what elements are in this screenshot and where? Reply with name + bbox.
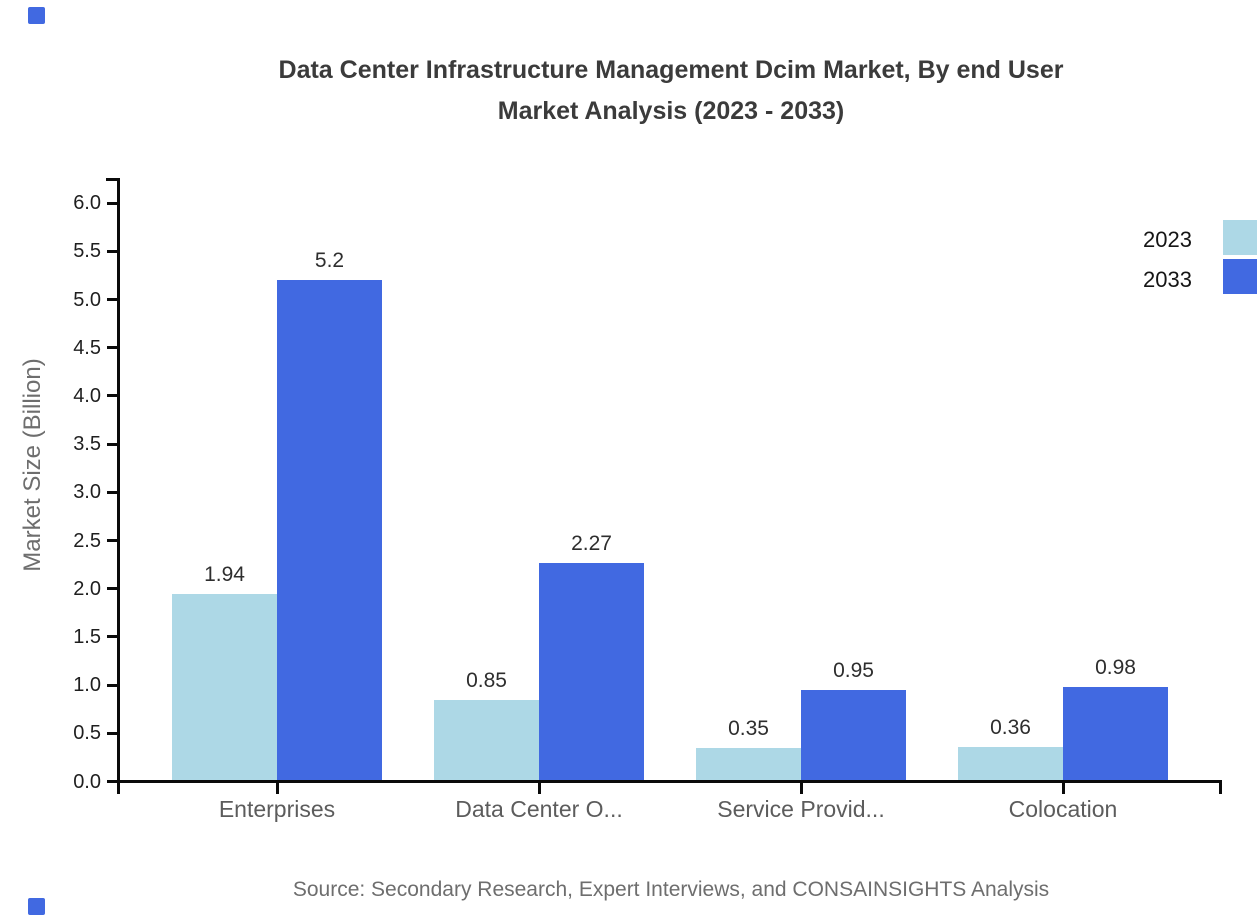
bar-2033-service-provid-: [801, 689, 906, 783]
bar-2033-enterprises: [277, 280, 382, 783]
value-label-2033-2: 0.95: [833, 658, 874, 682]
y-tick-6.0: [107, 201, 119, 205]
y-tick-4.5: [107, 346, 119, 350]
value-label-2023-0: 1.94: [204, 563, 245, 587]
y-tick-label-5.5: 5.5: [73, 240, 101, 263]
y-tick-label-0.0: 0.0: [73, 770, 101, 793]
chart-title-line2: Market Analysis (2023 - 2033): [497, 97, 845, 125]
source-note: Source: Secondary Research, Expert Inter…: [292, 878, 1050, 901]
x-axis-line: [117, 780, 1222, 783]
y-tick-label-0.5: 0.5: [73, 722, 101, 745]
value-label-2023-1: 0.85: [466, 668, 507, 692]
y-tick-label-3.0: 3.0: [73, 481, 101, 504]
x-tick-0: [275, 783, 279, 794]
y-tick-5.0: [107, 298, 119, 301]
legend-swatch-2023: [1223, 220, 1257, 255]
x-category-label-1: Data Center O...: [455, 796, 623, 822]
y-tick-label-2.0: 2.0: [73, 577, 101, 600]
bar-2033-data-center-o-: [539, 562, 644, 783]
legend-label-2033: 2033: [1143, 267, 1192, 292]
y-tick-1.0: [107, 683, 119, 687]
bar-2033-colocation: [1063, 687, 1168, 783]
x-tick-1: [537, 783, 541, 794]
x-tick-2: [799, 783, 803, 794]
y-tick-0.0: [107, 780, 119, 783]
y-tick-3.0: [107, 490, 119, 494]
value-label-2033-0: 5.2: [314, 249, 345, 273]
y-tick-label-6.0: 6.0: [73, 192, 101, 215]
y-tick-label-3.5: 3.5: [73, 433, 101, 456]
y-tick-2.5: [107, 539, 119, 542]
y-tick-label-1.5: 1.5: [73, 625, 101, 648]
chart-title-line1: Data Center Infrastructure Management Dc…: [278, 56, 1064, 84]
y-axis-top-cap: [106, 177, 119, 181]
corner-mark-bottom-left: [28, 898, 45, 915]
y-tick-label-1.0: 1.0: [73, 674, 101, 697]
y-tick-label-4.0: 4.0: [73, 384, 101, 407]
x-tick-3: [1061, 783, 1065, 794]
y-tick-3.5: [107, 442, 119, 446]
bar-2023-colocation: [958, 746, 1063, 783]
y-tick-label-5.0: 5.0: [73, 288, 101, 311]
x-category-label-3: Colocation: [1008, 796, 1118, 822]
value-label-2023-2: 0.35: [728, 716, 769, 740]
value-label-2033-1: 2.27: [571, 531, 612, 555]
y-tick-2.0: [107, 587, 119, 591]
x-category-label-2: Service Provid...: [717, 796, 885, 822]
legend-swatch-2033: [1223, 259, 1257, 294]
bar-2023-service-provid-: [696, 747, 801, 783]
y-axis-line: [117, 177, 120, 794]
legend-label-2023: 2023: [1143, 227, 1192, 252]
x-category-label-0: Enterprises: [218, 796, 336, 822]
chart-title: Data Center Infrastructure Management Dc…: [120, 50, 1222, 132]
y-tick-label-4.5: 4.5: [73, 336, 101, 359]
bar-2023-data-center-o-: [434, 699, 539, 783]
value-label-2023-3: 0.36: [990, 715, 1031, 739]
x-axis-right-cap: [1219, 780, 1222, 794]
y-tick-4.0: [107, 394, 119, 398]
bar-2023-enterprises: [172, 594, 277, 783]
value-label-2033-3: 0.98: [1095, 656, 1136, 680]
y-tick-5.5: [107, 249, 119, 253]
y-tick-0.5: [107, 731, 119, 735]
corner-mark-top-left: [28, 7, 45, 24]
y-tick-label-2.5: 2.5: [73, 529, 101, 552]
y-tick-1.5: [107, 635, 119, 639]
